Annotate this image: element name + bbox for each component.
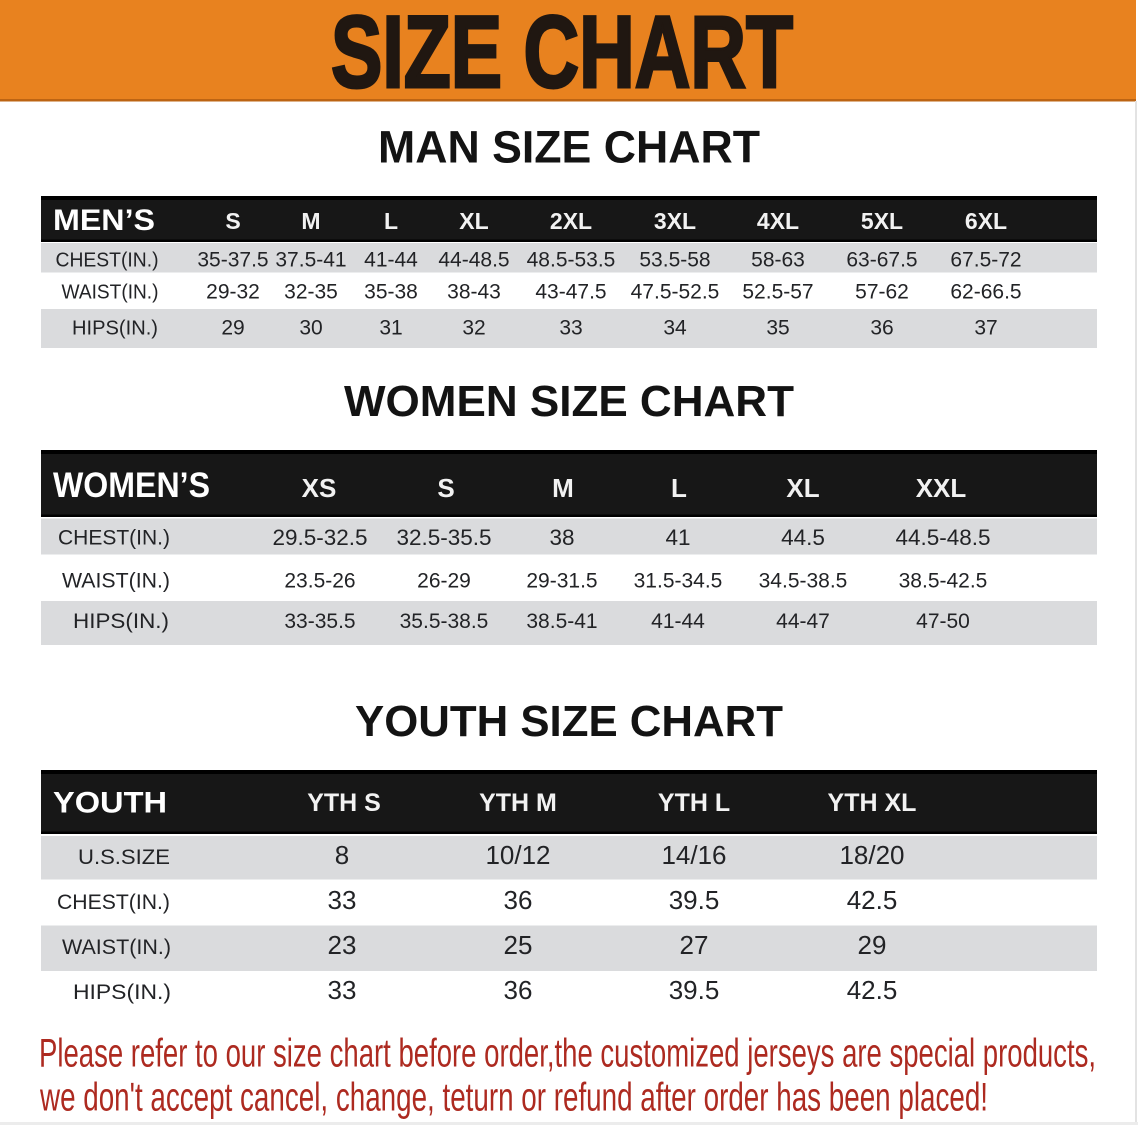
svg-text:32.5-35.5: 32.5-35.5 — [396, 525, 491, 550]
svg-text:S: S — [225, 208, 240, 234]
svg-text:5XL: 5XL — [861, 208, 903, 234]
svg-text:XL: XL — [459, 208, 488, 234]
svg-text:CHEST(IN.): CHEST(IN.) — [58, 527, 170, 550]
svg-text:MAN SIZE CHART: MAN SIZE CHART — [378, 122, 760, 173]
svg-text:33: 33 — [328, 975, 357, 1005]
svg-text:35-37.5: 35-37.5 — [197, 249, 268, 272]
svg-text:44.5-48.5: 44.5-48.5 — [895, 525, 990, 550]
svg-text:62-66.5: 62-66.5 — [950, 281, 1021, 304]
svg-text:L: L — [671, 473, 687, 503]
svg-text:YTH XL: YTH XL — [828, 789, 917, 817]
svg-text:31.5-34.5: 31.5-34.5 — [634, 570, 723, 593]
svg-text:18/20: 18/20 — [839, 840, 904, 870]
svg-text:YTH M: YTH M — [479, 789, 557, 817]
svg-text:63-67.5: 63-67.5 — [846, 249, 917, 272]
svg-text:HIPS(IN.): HIPS(IN.) — [72, 317, 158, 340]
svg-text:47-50: 47-50 — [916, 610, 970, 633]
svg-text:38: 38 — [549, 525, 574, 550]
svg-text:30: 30 — [299, 317, 322, 340]
svg-text:23: 23 — [328, 930, 357, 960]
svg-text:14/16: 14/16 — [661, 840, 726, 870]
svg-text:Please refer to our size chart: Please refer to our size chart before or… — [39, 1032, 1096, 1076]
svg-text:SIZE CHART: SIZE CHART — [331, 0, 793, 109]
svg-text:MEN’S: MEN’S — [53, 204, 155, 237]
svg-text:41-44: 41-44 — [364, 249, 418, 272]
svg-text:36: 36 — [870, 317, 893, 340]
svg-text:YTH S: YTH S — [307, 789, 381, 817]
svg-text:48.5-53.5: 48.5-53.5 — [527, 249, 616, 272]
svg-text:38.5-42.5: 38.5-42.5 — [899, 570, 988, 593]
svg-text:WAIST(IN.): WAIST(IN.) — [62, 570, 170, 593]
svg-text:HIPS(IN.): HIPS(IN.) — [73, 610, 169, 633]
svg-text:43-47.5: 43-47.5 — [535, 281, 606, 304]
svg-text:36: 36 — [504, 885, 533, 915]
svg-text:29-32: 29-32 — [206, 281, 260, 304]
svg-text:38.5-41: 38.5-41 — [526, 610, 597, 633]
svg-text:WAIST(IN.): WAIST(IN.) — [62, 281, 159, 304]
svg-text:34.5-38.5: 34.5-38.5 — [759, 570, 848, 593]
svg-text:44.5: 44.5 — [781, 525, 825, 550]
svg-text:52.5-57: 52.5-57 — [742, 281, 813, 304]
svg-text:8: 8 — [335, 840, 349, 870]
svg-text:35.5-38.5: 35.5-38.5 — [400, 610, 489, 633]
svg-text:35-38: 35-38 — [364, 281, 418, 304]
svg-text:42.5: 42.5 — [847, 885, 898, 915]
svg-text:23.5-26: 23.5-26 — [284, 570, 355, 593]
svg-text:33-35.5: 33-35.5 — [284, 610, 355, 633]
svg-text:35: 35 — [766, 317, 789, 340]
svg-text:YOUTH: YOUTH — [53, 787, 167, 820]
svg-text:26-29: 26-29 — [417, 570, 471, 593]
svg-text:31: 31 — [379, 317, 402, 340]
svg-text:32: 32 — [462, 317, 485, 340]
svg-text:3XL: 3XL — [654, 208, 696, 234]
svg-text:2XL: 2XL — [550, 208, 592, 234]
svg-text:58-63: 58-63 — [751, 249, 805, 272]
svg-text:WOMEN SIZE CHART: WOMEN SIZE CHART — [344, 377, 794, 426]
svg-text:29: 29 — [221, 317, 244, 340]
svg-text:38-43: 38-43 — [447, 281, 501, 304]
svg-text:XL: XL — [786, 473, 819, 503]
svg-text:41-44: 41-44 — [651, 610, 705, 633]
svg-text:57-62: 57-62 — [855, 281, 909, 304]
svg-text:67.5-72: 67.5-72 — [950, 249, 1021, 272]
svg-text:37: 37 — [974, 317, 997, 340]
svg-text:25: 25 — [504, 930, 533, 960]
svg-text:HIPS(IN.): HIPS(IN.) — [73, 980, 171, 1004]
svg-text:44-47: 44-47 — [776, 610, 830, 633]
svg-text:WOMEN’S: WOMEN’S — [53, 466, 210, 505]
svg-text:CHEST(IN.): CHEST(IN.) — [57, 890, 170, 914]
svg-text:36: 36 — [504, 975, 533, 1005]
svg-text:YTH L: YTH L — [658, 789, 730, 817]
svg-text:47.5-52.5: 47.5-52.5 — [631, 281, 720, 304]
svg-text:34: 34 — [663, 317, 687, 340]
svg-text:4XL: 4XL — [757, 208, 799, 234]
svg-text:33: 33 — [559, 317, 582, 340]
svg-text:53.5-58: 53.5-58 — [639, 249, 710, 272]
svg-text:42.5: 42.5 — [847, 975, 898, 1005]
svg-text:YOUTH SIZE CHART: YOUTH SIZE CHART — [355, 697, 783, 746]
svg-text:S: S — [437, 473, 454, 503]
svg-text:39.5: 39.5 — [669, 885, 720, 915]
svg-text:41: 41 — [665, 525, 690, 550]
svg-text:33: 33 — [328, 885, 357, 915]
svg-text:U.S.SIZE: U.S.SIZE — [78, 845, 170, 869]
svg-text:XS: XS — [302, 473, 337, 503]
svg-text:10/12: 10/12 — [485, 840, 550, 870]
svg-text:L: L — [384, 208, 398, 234]
svg-text:M: M — [301, 208, 320, 234]
svg-text:39.5: 39.5 — [669, 975, 720, 1005]
svg-text:29.5-32.5: 29.5-32.5 — [272, 525, 367, 550]
svg-text:XXL: XXL — [916, 473, 967, 503]
svg-text:37.5-41: 37.5-41 — [275, 249, 346, 272]
svg-text:6XL: 6XL — [965, 208, 1007, 234]
svg-text:44-48.5: 44-48.5 — [438, 249, 509, 272]
svg-text:29: 29 — [858, 930, 887, 960]
svg-text:32-35: 32-35 — [284, 281, 338, 304]
svg-text:M: M — [552, 473, 574, 503]
svg-text:WAIST(IN.): WAIST(IN.) — [62, 935, 171, 959]
svg-text:29-31.5: 29-31.5 — [526, 570, 597, 593]
svg-text:27: 27 — [680, 930, 709, 960]
svg-text:CHEST(IN.): CHEST(IN.) — [56, 249, 159, 272]
svg-text:we don't accept cancel, change: we don't accept cancel, change, teturn o… — [39, 1076, 988, 1120]
